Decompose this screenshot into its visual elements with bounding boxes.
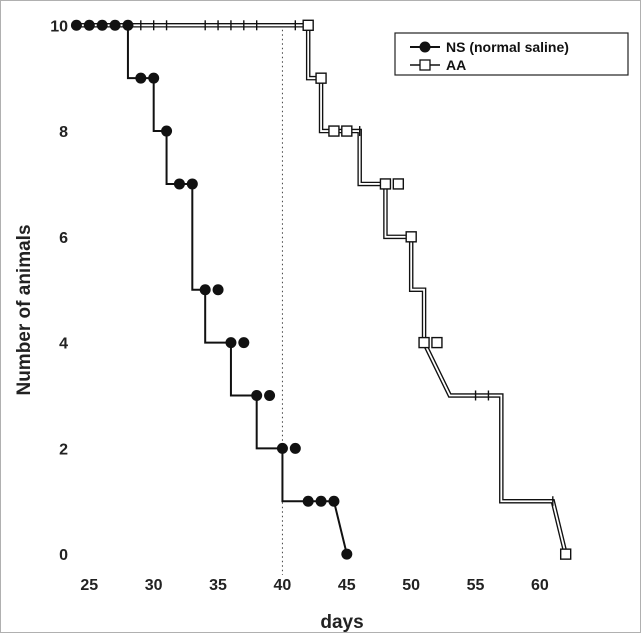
ns-point: [341, 548, 353, 560]
aa-point: [418, 336, 430, 349]
aa-point: [341, 125, 353, 137]
ns-point: [109, 19, 121, 31]
y-tick-label: 10: [50, 18, 68, 35]
aa-point: [559, 548, 572, 560]
ns-point: [70, 19, 82, 31]
x-tick-label: 40: [274, 577, 292, 594]
legend-aa-marker: [419, 59, 431, 71]
ns-point: [302, 495, 314, 507]
x-tick-label: 50: [402, 577, 420, 594]
y-tick-label: 4: [59, 336, 68, 353]
ns-point: [225, 337, 237, 349]
y-tick-label: 0: [59, 547, 68, 564]
x-tick-label: 30: [145, 577, 163, 594]
aa-point: [405, 231, 417, 243]
ns-point: [212, 284, 224, 296]
y-axis-title: Number of animals: [14, 224, 35, 395]
aa-point: [431, 336, 443, 349]
x-tick-label: 45: [338, 577, 356, 594]
ns-point: [238, 337, 250, 349]
ns-point: [135, 72, 147, 84]
series-ns-line: [76, 24, 348, 555]
x-tick-label: 35: [209, 577, 227, 594]
legend-box: [394, 32, 629, 76]
ns-point: [161, 125, 173, 137]
aa-point: [379, 178, 392, 190]
aa-point: [315, 72, 327, 84]
ns-point: [315, 495, 327, 507]
x-tick-label: 25: [80, 577, 98, 594]
ns-point: [199, 284, 211, 296]
ns-point: [173, 178, 185, 190]
aa-point: [328, 125, 340, 137]
ns-point: [122, 19, 134, 31]
ns-point: [96, 19, 108, 31]
x-tick-label: 55: [467, 577, 485, 594]
ns-point: [83, 19, 95, 31]
legend-ns-marker: [419, 41, 431, 53]
legend-ns-label: NS (normal saline): [446, 39, 569, 55]
ns-point: [276, 442, 288, 454]
aa-point: [392, 178, 405, 190]
y-tick-label: 8: [59, 124, 68, 141]
ns-point: [264, 389, 276, 401]
ns-point: [289, 442, 301, 454]
aa-point: [302, 19, 314, 31]
legend-aa-label: AA: [446, 57, 466, 73]
legend: NS (normal saline) AA: [394, 32, 629, 76]
y-tick-label: 2: [59, 441, 68, 458]
ns-point: [251, 389, 263, 401]
x-tick-label: 60: [531, 577, 549, 594]
x-axis-title: days: [320, 612, 363, 633]
plot-area: 25 30 35 40 45 50 55 60 0 2 4 6 8 10: [50, 18, 572, 594]
ns-point: [148, 72, 160, 84]
ns-point: [186, 178, 198, 190]
y-tick-label: 6: [59, 230, 68, 247]
ns-point: [328, 495, 340, 507]
